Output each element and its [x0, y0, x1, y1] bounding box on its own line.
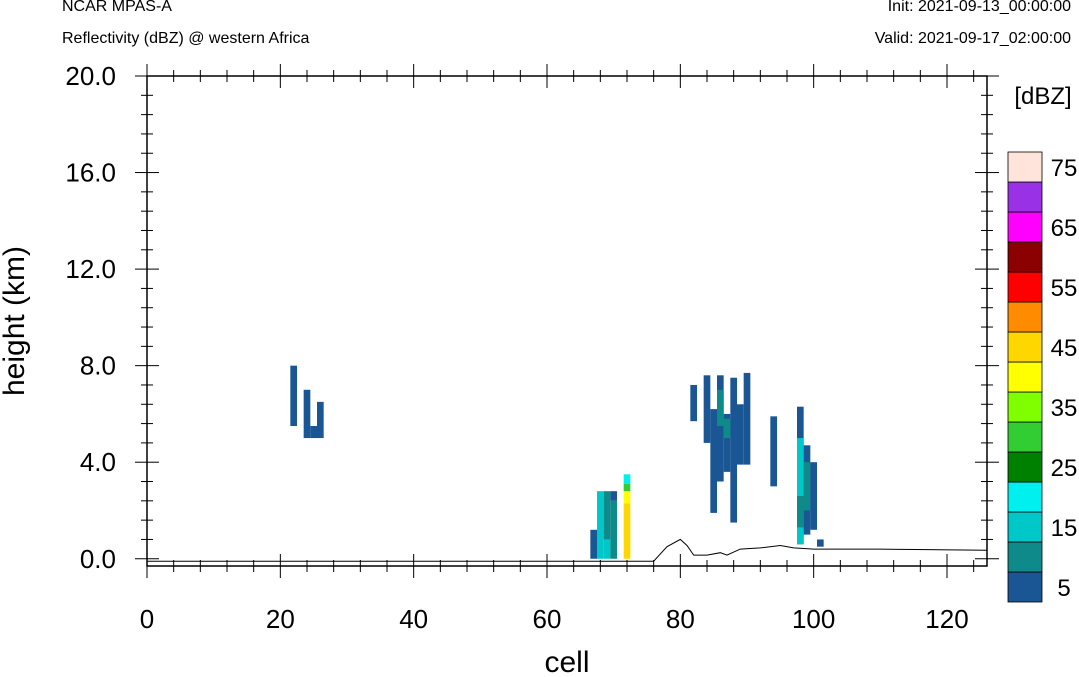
- terrain-line: [147, 538, 988, 562]
- reflectivity-cell: [710, 409, 717, 513]
- colorbar-swatch: [1007, 181, 1043, 213]
- reflectivity-cell: [770, 416, 777, 487]
- reflectivity-cell: [590, 529, 597, 559]
- colorbar-swatch: [1007, 511, 1043, 543]
- colorbar-swatch: [1007, 421, 1043, 453]
- y-tick-label: 4.0: [80, 447, 116, 477]
- init-time: Init: 2021-09-13_00:00:00: [887, 0, 1071, 15]
- colorbar-label: 5: [1057, 575, 1070, 602]
- colorbar-label: 25: [1051, 455, 1078, 482]
- reflectivity-cell: [290, 365, 297, 426]
- reflectivity-cell: [303, 389, 311, 439]
- x-tick-label: 20: [266, 604, 295, 634]
- colorbar-swatch: [1007, 391, 1043, 423]
- colorbar-swatch: [1007, 151, 1043, 183]
- x-tick-label: 120: [925, 604, 968, 634]
- reflectivity-cell: [723, 413, 731, 472]
- reflectivity-cells: [290, 365, 824, 559]
- reflectivity-cell: [317, 401, 324, 439]
- chart-subtitle: Reflectivity (dBZ) @ western Africa: [62, 30, 310, 47]
- terrain-line: [147, 538, 988, 562]
- colorbar-swatch: [1007, 331, 1043, 363]
- y-tick-label: 16.0: [65, 158, 116, 188]
- reflectivity-cell: [730, 377, 737, 523]
- colorbar-swatch: [1007, 241, 1043, 273]
- y-tick-label: 12.0: [65, 254, 116, 284]
- axis-ticks: [135, 64, 999, 578]
- colorbar-swatch: [1007, 481, 1043, 513]
- x-tick-label: 100: [792, 604, 835, 634]
- colorbar-label: 55: [1051, 275, 1078, 302]
- colorbar-units: [dBZ]: [1014, 83, 1071, 110]
- reflectivity-cell: [310, 426, 317, 439]
- reflectivity-cell: [723, 418, 731, 439]
- y-tick-label: 8.0: [80, 351, 116, 381]
- y-tick-label: 20.0: [65, 61, 116, 91]
- reflectivity-cell: [797, 438, 804, 545]
- reflectivity-cell: [717, 389, 724, 426]
- valid-time: Valid: 2021-09-17_02:00:00: [874, 30, 1071, 47]
- model-title: NCAR MPAS-A: [62, 0, 172, 15]
- colorbar-swatch: [1007, 301, 1043, 333]
- reflectivity-cell: [717, 375, 724, 482]
- reflectivity-cell: [610, 491, 617, 501]
- y-axis-label: height (km): [0, 246, 31, 396]
- reflectivity-cell: [623, 503, 631, 559]
- reflectivity-cell: [810, 462, 817, 530]
- reflectivity-cell: [610, 500, 617, 559]
- x-tick-label: 60: [533, 604, 562, 634]
- reflectivity-cell: [803, 462, 811, 511]
- reflectivity-cell: [623, 483, 631, 492]
- reflectivity-cell: [703, 375, 711, 443]
- colorbar-swatch: [1007, 211, 1043, 243]
- reflectivity-cell: [817, 539, 824, 547]
- colorbar-swatch: [1007, 451, 1043, 483]
- colorbar: 5 15 25 35 45 55 65 75: [1007, 151, 1078, 603]
- colorbar-swatch: [1007, 271, 1043, 303]
- reflectivity-cell: [597, 491, 604, 559]
- x-tick-label: 0: [140, 604, 154, 634]
- axis-tick-labels: 0 20 40 60 80 100 120 0.0 4.0 8.0 12.0 16.0 20.0: [65, 61, 968, 634]
- colorbar-label: 75: [1051, 155, 1078, 182]
- colorbar-label: 35: [1051, 395, 1078, 422]
- reflectivity-cell: [737, 404, 744, 465]
- reflectivity-cell: [797, 496, 804, 528]
- y-tick-label: 0.0: [80, 544, 116, 574]
- reflectivity-cell: [603, 539, 611, 559]
- colorbar-swatch: [1007, 541, 1043, 573]
- colorbar-label: 65: [1051, 215, 1078, 242]
- colorbar-label: 15: [1051, 515, 1078, 542]
- reflectivity-cell: [623, 491, 631, 504]
- reflectivity-cell: [690, 384, 697, 422]
- x-tick-label: 80: [666, 604, 695, 634]
- reflectivity-cell: [603, 491, 611, 540]
- reflectivity-cell: [743, 372, 751, 465]
- colorbar-label: 45: [1051, 335, 1078, 362]
- colorbar-swatch: [1007, 361, 1043, 393]
- x-tick-label: 40: [399, 604, 428, 634]
- colorbar-swatch: [1007, 571, 1043, 603]
- plot-frame: [146, 75, 988, 567]
- reflectivity-cell: [623, 474, 631, 484]
- x-axis-label: cell: [544, 646, 589, 677]
